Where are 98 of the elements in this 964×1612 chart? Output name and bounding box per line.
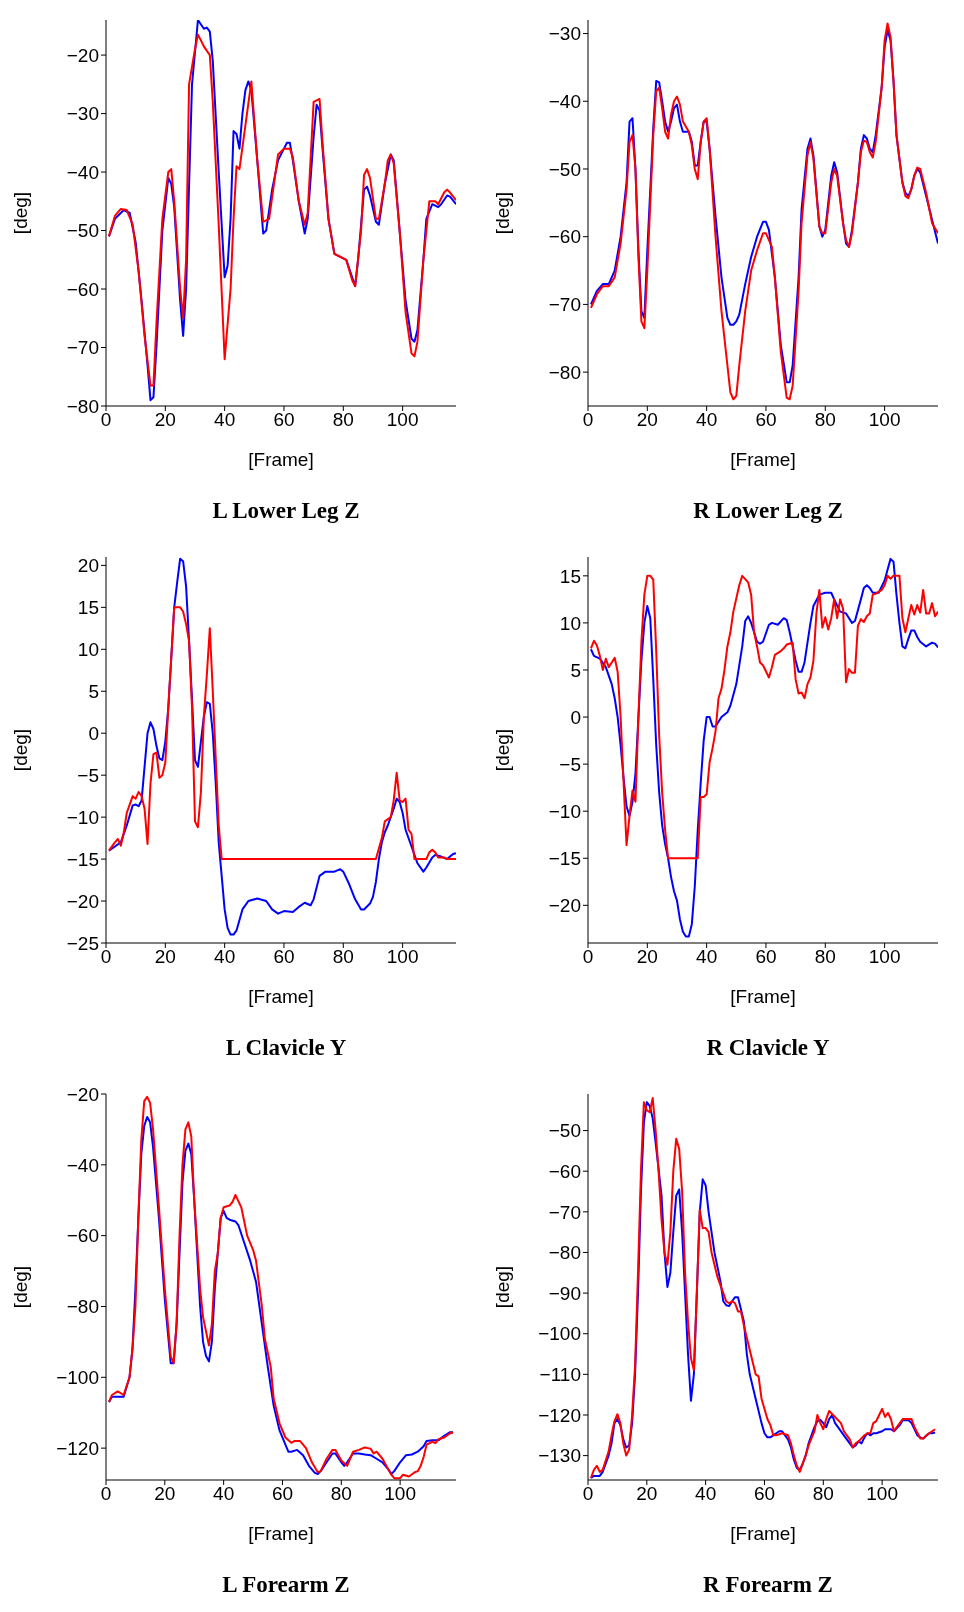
y-tick-label: −100 bbox=[538, 1323, 581, 1345]
y-tick-label: −60 bbox=[66, 278, 99, 300]
y-tick-label: −5 bbox=[77, 764, 99, 786]
y-tick-label: −40 bbox=[66, 161, 99, 183]
text: R Forearm Z bbox=[702, 1572, 834, 1598]
y-tick-label: −30 bbox=[548, 23, 581, 45]
x-tick-label: 60 bbox=[273, 946, 295, 968]
line-series bbox=[589, 557, 938, 938]
y-tick-label: −20 bbox=[548, 895, 581, 917]
y-tick-label: −80 bbox=[548, 361, 581, 383]
x-tick-label: 40 bbox=[695, 1483, 717, 1505]
x-tick-label: 20 bbox=[154, 1483, 176, 1505]
x-tick-label: 20 bbox=[636, 946, 658, 968]
y-tick-label: −70 bbox=[548, 1201, 581, 1223]
x-tick-label: 40 bbox=[214, 946, 236, 968]
x-tick-label: 80 bbox=[814, 946, 836, 968]
y-axis-title: [deg] bbox=[491, 728, 513, 772]
line-series bbox=[107, 606, 456, 861]
y-tick-label: −60 bbox=[548, 226, 581, 248]
x-axis-title: [Frame] bbox=[248, 1523, 314, 1544]
line-series bbox=[107, 557, 456, 936]
x-axis-title: [Frame] bbox=[730, 986, 796, 1007]
x-tick-label: 40 bbox=[696, 409, 718, 431]
y-tick-label: 15 bbox=[559, 565, 581, 587]
x-axis-title: [Frame] bbox=[730, 1523, 796, 1544]
y-tick-label: 10 bbox=[77, 639, 99, 661]
x-tick-label: 40 bbox=[696, 946, 718, 968]
y-tick-label: 5 bbox=[88, 681, 99, 703]
x-tick-label: 60 bbox=[755, 946, 777, 968]
y-axis-title: [deg] bbox=[9, 1265, 31, 1309]
y-tick-label: −5 bbox=[559, 753, 581, 775]
y-tick-label: −20 bbox=[66, 890, 99, 912]
x-tick-label: 80 bbox=[812, 1483, 834, 1505]
y-tick-label: 5 bbox=[570, 659, 581, 681]
y-tick-label: −40 bbox=[66, 1154, 99, 1176]
y-tick-label: −70 bbox=[548, 294, 581, 316]
x-tick-label: 80 bbox=[332, 409, 354, 431]
y-tick-label: −50 bbox=[548, 1120, 581, 1142]
y-tick-label: −120 bbox=[56, 1437, 99, 1459]
y-tick-label: −50 bbox=[548, 158, 581, 180]
x-tick-label: 20 bbox=[636, 1483, 658, 1505]
y-tick-label: −30 bbox=[66, 103, 99, 125]
x-tick-label: 80 bbox=[330, 1483, 352, 1505]
x-tick-label: 100 bbox=[868, 409, 901, 431]
y-axis-title: [deg] bbox=[491, 1265, 513, 1309]
text: R Lower Leg Z bbox=[692, 498, 844, 524]
y-tick-label: −120 bbox=[538, 1404, 581, 1426]
x-axis-title: [Frame] bbox=[248, 449, 314, 470]
x-tick-label: 100 bbox=[384, 1483, 416, 1505]
x-tick-label: 60 bbox=[271, 1483, 294, 1505]
y-axis-title: [deg] bbox=[9, 728, 31, 772]
x-axis-title: [Frame] bbox=[730, 449, 796, 470]
x-tick-label: 80 bbox=[814, 409, 836, 431]
x-tick-label: 40 bbox=[214, 409, 236, 431]
y-tick-label: −110 bbox=[539, 1364, 581, 1386]
y-tick-label: −40 bbox=[548, 91, 581, 113]
x-tick-label: 20 bbox=[154, 409, 176, 431]
y-tick-label: −15 bbox=[548, 848, 581, 870]
x-tick-label: 100 bbox=[868, 946, 901, 968]
text: R Clavicle Y bbox=[705, 1035, 831, 1061]
x-axis-title: [Frame] bbox=[248, 986, 314, 1007]
y-axis-title: [deg] bbox=[9, 191, 31, 235]
y-tick-label: −60 bbox=[66, 1225, 99, 1247]
y-tick-label: −50 bbox=[66, 220, 99, 242]
y-tick-label: −60 bbox=[548, 1160, 581, 1182]
x-tick-label: 40 bbox=[213, 1483, 235, 1505]
y-tick-label: 20 bbox=[77, 555, 99, 577]
y-axis-title: [deg] bbox=[491, 191, 513, 235]
text: L Clavicle Y bbox=[224, 1035, 348, 1061]
y-tick-label: −20 bbox=[66, 44, 99, 66]
y-tick-label: −80 bbox=[548, 1242, 581, 1264]
y-tick-label: 10 bbox=[559, 612, 581, 634]
x-tick-label: 100 bbox=[386, 409, 419, 431]
x-tick-label: 20 bbox=[636, 409, 658, 431]
y-tick-label: −90 bbox=[548, 1282, 581, 1304]
y-tick-label: −80 bbox=[66, 1296, 99, 1318]
x-tick-label: 60 bbox=[755, 409, 777, 431]
y-tick-label: −20 bbox=[66, 1083, 99, 1105]
y-tick-label: −100 bbox=[56, 1367, 99, 1389]
x-tick-label: 100 bbox=[386, 946, 419, 968]
x-tick-label: 60 bbox=[753, 1483, 776, 1505]
y-tick-label: −80 bbox=[66, 395, 99, 417]
x-tick-label: 100 bbox=[866, 1483, 898, 1505]
y-tick-label: 0 bbox=[570, 706, 581, 728]
y-tick-label: −15 bbox=[66, 848, 99, 870]
y-tick-label: −25 bbox=[66, 932, 99, 954]
y-tick-label: −10 bbox=[66, 806, 99, 828]
x-tick-label: 60 bbox=[273, 409, 295, 431]
line-series bbox=[589, 574, 938, 860]
y-tick-label: −130 bbox=[538, 1445, 581, 1467]
y-tick-label: −10 bbox=[548, 800, 581, 822]
y-tick-label: 0 bbox=[88, 722, 99, 744]
y-tick-label: 15 bbox=[77, 597, 99, 619]
y-tick-label: −70 bbox=[66, 337, 99, 359]
x-tick-label: 20 bbox=[154, 946, 176, 968]
text: L Forearm Z bbox=[221, 1572, 351, 1598]
text: L Lower Leg Z bbox=[211, 498, 361, 524]
x-tick-label: 80 bbox=[332, 946, 354, 968]
